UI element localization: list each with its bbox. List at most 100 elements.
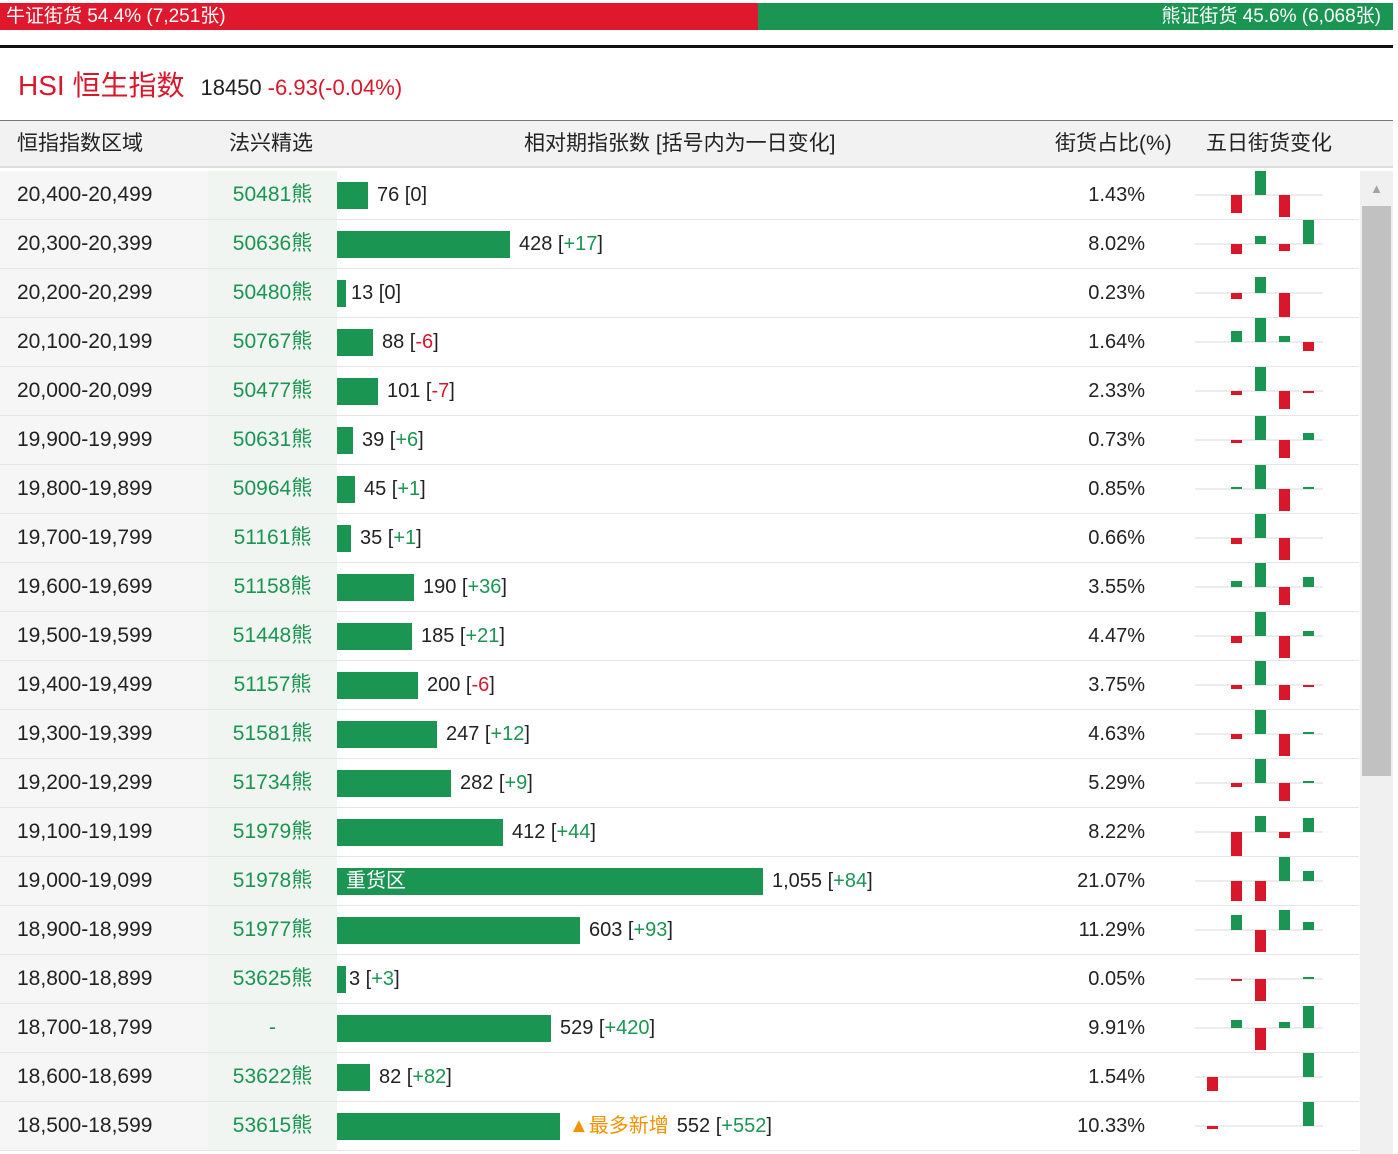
outstanding-share: 0.23% [1088,282,1145,304]
sparkline-bar [1279,336,1290,342]
contracts-value: 247 [+12] [446,723,530,745]
daily-change: +17 [563,233,598,255]
contracts-value: 428 [+17] [519,233,603,255]
sparkline-bar [1303,391,1314,393]
index-range: 19,300-19,399 [17,722,153,745]
vertical-scrollbar[interactable]: ▲ [1360,171,1393,1154]
daily-change: +84 [833,870,868,892]
sparkline-bar [1303,732,1314,734]
daily-change: +1 [393,527,417,549]
daily-change: +1 [397,478,421,500]
warrant-code-link[interactable]: 51161熊 [208,514,337,562]
sparkline-bar [1255,236,1266,244]
contracts-value: 529 [+420] [560,1017,656,1039]
sparkline-bar [1231,783,1242,787]
warrant-code-link[interactable]: 53615熊 [208,1102,337,1150]
index-range-cell: 18,600-18,699 [0,1053,208,1101]
triangle-up-icon[interactable]: ▲ [1370,181,1383,196]
warrant-code-link[interactable]: 51979熊 [208,808,337,856]
outstanding-share: 3.55% [1088,576,1145,598]
five-day-change-chart [1195,710,1323,756]
outstanding-share: 8.22% [1088,821,1145,843]
contracts-value: 76 [0] [377,184,428,206]
bull-bear-summary-bar: 牛证街货 54.4% (7,251张) 熊证街货 45.6% (6,068张) [0,3,1393,30]
heavy-zone-bar: 重货区 [337,868,763,895]
index-range: 18,800-18,899 [17,967,153,990]
index-range-cell: 19,200-19,299 [0,759,208,807]
outstanding-share: 0.73% [1088,429,1145,451]
table-row: 19,200-19,299 51734熊 282 [+9] 5.29% [0,759,1359,808]
daily-change: -6 [471,674,490,696]
index-range: 19,700-19,799 [17,526,153,549]
sparkline-bar [1231,293,1242,299]
contracts-value: 82 [+82] [379,1066,452,1088]
contracts-value: ▲最多新增 552 [+552] [569,1115,772,1137]
table-row: 20,200-20,299 50480熊 13 [0] 0.23% [0,269,1359,318]
sparkline-bar [1255,661,1266,685]
sparkline-bar [1231,391,1242,395]
warrant-code-link[interactable]: 50481熊 [208,171,337,219]
index-range: 19,100-19,199 [17,820,153,843]
sparkline-bar [1303,781,1314,783]
five-day-change-chart [1195,1053,1323,1091]
index-range-cell: 19,500-19,599 [0,612,208,660]
sparkline-bar [1255,612,1266,636]
warrant-code-link[interactable]: 50631熊 [208,416,337,464]
five-day-change-chart [1195,612,1323,658]
sparkline-bar [1303,433,1314,440]
contracts-value: 39 [+6] [362,429,424,451]
sparkline-bar [1231,195,1242,213]
index-range: 20,000-20,099 [17,379,153,402]
warrant-code-link[interactable]: 53622熊 [208,1053,337,1101]
index-price: 18450 [200,75,262,100]
sparkline-bar [1279,293,1290,317]
sparkline-bar [1231,331,1242,342]
sparkline-bar [1303,631,1314,636]
warrant-code-link[interactable]: 51581熊 [208,710,337,758]
daily-change: +36 [467,576,502,598]
warrant-code-link[interactable]: 51157熊 [208,661,337,709]
warrant-code-link[interactable]: 50964熊 [208,465,337,513]
warrant-code-link[interactable]: 51158熊 [208,563,337,611]
contracts-value: 45 [+1] [364,478,426,500]
sparkline-bar [1303,977,1314,979]
index-range: 19,900-19,999 [17,428,153,451]
column-header-share: 街货占比(%) [1055,132,1172,155]
daily-change: +552 [721,1115,767,1137]
sparkline-bar [1255,816,1266,832]
sparkline-bar [1255,710,1266,734]
bear-share-segment: 熊证街货 45.6% (6,068张) [757,3,1393,30]
divider [0,45,1393,48]
index-range: 19,200-19,299 [17,771,153,794]
table-row: 19,400-19,499 51157熊 200 [-6] 3.75% [0,661,1359,710]
five-day-change-chart [1195,367,1323,409]
warrant-code-link[interactable]: 50477熊 [208,367,337,415]
sparkline-bar [1231,734,1242,739]
warrant-code-link: - [208,1004,337,1052]
warrant-code-link[interactable]: 51448熊 [208,612,337,660]
warrant-code-link[interactable]: 50480熊 [208,269,337,317]
daily-change: +21 [465,625,500,647]
sparkline-bar [1231,1020,1242,1028]
contracts-bar [337,574,414,601]
warrant-code-link[interactable]: 51977熊 [208,906,337,954]
contracts-bar [337,378,378,405]
warrant-code-link[interactable]: 51734熊 [208,759,337,807]
daily-change: +44 [556,821,591,843]
sparkline-bar [1303,1102,1314,1126]
scrollbar-thumb[interactable] [1362,206,1391,776]
contracts-value: 412 [+44] [512,821,596,843]
sparkline-bar [1231,979,1242,981]
five-day-change-chart [1195,563,1323,605]
sparkline-bar [1231,244,1242,254]
warrant-code-link[interactable]: 51978熊 [208,857,337,905]
sparkline-bar [1255,881,1266,901]
five-day-change-chart [1195,910,1323,952]
sparkline-bar [1207,1077,1218,1091]
index-range: 18,900-18,999 [17,918,153,941]
warrant-code-link[interactable]: 50636熊 [208,220,337,268]
warrant-code-link[interactable]: 53625熊 [208,955,337,1003]
outstanding-share: 1.54% [1088,1066,1145,1088]
warrant-code-link[interactable]: 50767熊 [208,318,337,366]
index-range: 20,100-20,199 [17,330,153,353]
